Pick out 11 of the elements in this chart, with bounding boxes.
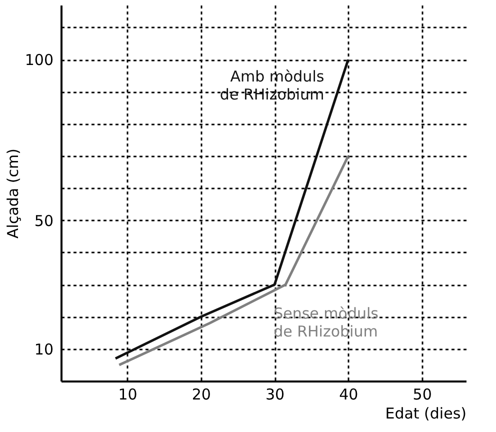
y-tick-label: 50 <box>34 212 54 230</box>
x-axis-title: Edat (dies) <box>385 404 466 422</box>
x-tick-label: 50 <box>412 386 432 404</box>
series-label: Amb mòduls de RHizobium <box>220 68 324 104</box>
x-tick-label: 40 <box>339 386 358 404</box>
y-tick-label: 10 <box>34 340 54 358</box>
x-tick-label: 30 <box>266 386 285 404</box>
x-tick-label: 20 <box>192 386 211 404</box>
y-tick-label: 100 <box>24 51 54 70</box>
y-axis-title: Alçada (cm) <box>4 148 22 238</box>
x-tick-label: 10 <box>118 386 138 404</box>
